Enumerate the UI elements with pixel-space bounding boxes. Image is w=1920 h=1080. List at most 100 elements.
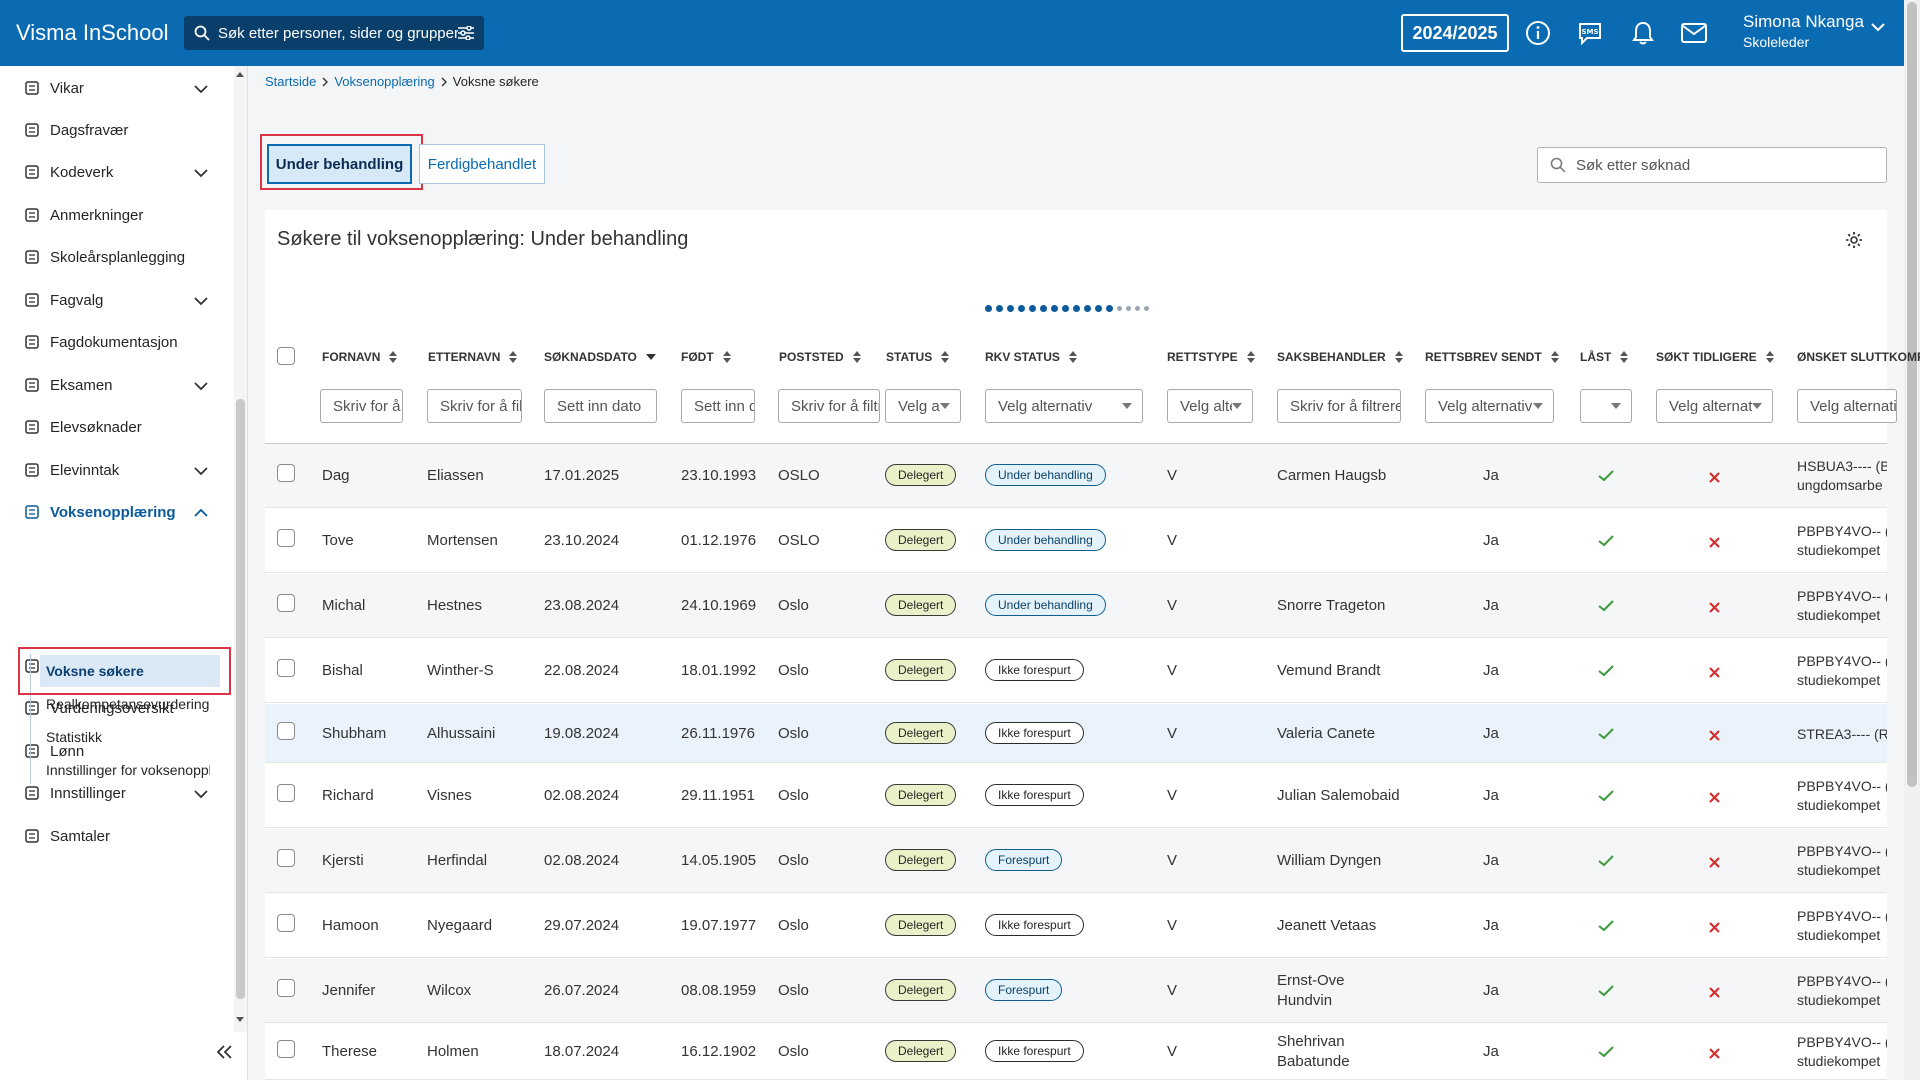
row-checkbox[interactable]: [277, 1040, 295, 1058]
filter-select[interactable]: Velg alternativ: [1656, 389, 1773, 423]
column-header[interactable]: FØDT: [681, 350, 731, 364]
filter-input[interactable]: Skriv for å filtrere: [427, 389, 522, 423]
column-header[interactable]: STATUS: [886, 350, 950, 364]
row-checkbox[interactable]: [277, 529, 295, 547]
column-header[interactable]: POSTSTED: [779, 350, 861, 364]
sort-icon[interactable]: [1068, 351, 1077, 363]
sidebar-item-kodeverk[interactable]: Kodeverk: [24, 152, 214, 192]
column-header[interactable]: FORNAVN: [322, 350, 398, 364]
info-icon[interactable]: [1524, 19, 1552, 47]
chevron-up-icon[interactable]: [194, 505, 208, 522]
table-row[interactable]: [265, 894, 1887, 958]
sidebar-item-innstillinger[interactable]: Innstillinger: [24, 773, 214, 813]
column-scroll-indicator[interactable]: [985, 305, 1149, 312]
table-row[interactable]: [265, 639, 1887, 703]
sort-icon[interactable]: [722, 351, 731, 363]
global-search[interactable]: Søk etter personer, sider og grupper: [184, 16, 484, 50]
table-row[interactable]: [265, 959, 1887, 1023]
chevron-down-icon[interactable]: [194, 293, 208, 310]
chevron-down-icon[interactable]: [194, 165, 208, 182]
filter-input[interactable]: Skriv for å filtrere: [1277, 389, 1401, 423]
app-title[interactable]: Visma InSchool: [16, 20, 169, 45]
scroll-down-icon[interactable]: [235, 1016, 245, 1024]
global-search-input[interactable]: Søk etter personer, sider og grupper: [218, 24, 458, 42]
mail-icon[interactable]: [1680, 19, 1708, 47]
filter-select[interactable]: Velg alternativ: [1425, 389, 1554, 423]
table-row[interactable]: [265, 509, 1887, 573]
filter-input[interactable]: Velg alternativ: [1797, 389, 1897, 423]
chevron-down-icon[interactable]: [194, 786, 208, 803]
column-header[interactable]: RETTSBREV SENDT: [1425, 350, 1559, 364]
sidebar-subitem[interactable]: Voksne søkere: [40, 655, 220, 687]
sort-icon[interactable]: [1246, 351, 1255, 363]
sort-icon[interactable]: [1394, 351, 1403, 363]
sort-icon[interactable]: [509, 351, 518, 363]
select-all-checkbox[interactable]: [277, 347, 295, 365]
row-checkbox[interactable]: [277, 979, 295, 997]
school-year-button[interactable]: 2024/2025: [1401, 14, 1509, 52]
row-checkbox[interactable]: [277, 849, 295, 867]
column-header[interactable]: SAKSBEHANDLER: [1277, 350, 1403, 364]
sidebar-item-dagsfravær[interactable]: Dagsfravær: [24, 110, 214, 150]
sms-icon[interactable]: SMS: [1576, 19, 1604, 47]
column-header[interactable]: SØKT TIDLIGERE: [1656, 350, 1774, 364]
sidebar-subitem[interactable]: Statistikk: [46, 729, 103, 745]
sidebar-item-skoleårsplanlegging[interactable]: Skoleårsplanlegging: [24, 237, 214, 277]
gear-icon[interactable]: [1845, 231, 1863, 249]
application-search-input[interactable]: Søk etter søknad: [1537, 147, 1887, 183]
sidebar-item-elevsøknader[interactable]: Elevsøknader: [24, 407, 214, 447]
sort-descending-icon[interactable]: [645, 354, 656, 360]
sidebar-subitem[interactable]: Innstillinger for voksenopplæring: [46, 762, 210, 778]
row-checkbox[interactable]: [277, 914, 295, 932]
column-header[interactable]: RETTSTYPE: [1167, 350, 1255, 364]
sidebar-scrollbar[interactable]: [234, 66, 247, 1032]
filter-select[interactable]: Velg alternativ: [885, 389, 961, 423]
sidebar-item-eksamen[interactable]: Eksamen: [24, 365, 214, 405]
table-row[interactable]: [265, 829, 1887, 893]
row-checkbox[interactable]: [277, 721, 295, 740]
breadcrumb-voksenopplaering[interactable]: Voksenopplæring: [334, 74, 435, 89]
filter-select[interactable]: Velg alternativ: [985, 389, 1143, 423]
chevron-down-icon[interactable]: [194, 81, 208, 98]
filter-input[interactable]: Sett inn dato: [681, 389, 755, 423]
sort-icon[interactable]: [852, 351, 861, 363]
row-checkbox[interactable]: [277, 594, 295, 612]
breadcrumb-startside[interactable]: Startside: [265, 74, 317, 89]
sidebar-item-vikar[interactable]: Vikar: [24, 68, 214, 108]
column-header[interactable]: LÅST: [1580, 350, 1629, 364]
sort-icon[interactable]: [1765, 351, 1774, 363]
sidebar-item-voksenopplæring[interactable]: Voksenopplæring: [24, 492, 214, 532]
filter-input[interactable]: Skriv for å filtrere: [778, 389, 880, 423]
chevron-down-icon[interactable]: [194, 463, 208, 480]
table-row[interactable]: [265, 764, 1887, 828]
sidebar-item-fagdokumentasjon[interactable]: Fagdokumentasjon: [24, 322, 214, 362]
column-header[interactable]: SØKNADSDATO: [544, 350, 656, 364]
sidebar-item-elevinntak[interactable]: Elevinntak: [24, 450, 214, 490]
filter-select[interactable]: Velg alternativ: [1167, 389, 1253, 423]
sort-icon[interactable]: [389, 351, 398, 363]
sidebar-item-fagvalg[interactable]: Fagvalg: [24, 280, 214, 320]
sidebar-item-anmerkninger[interactable]: Anmerkninger: [24, 195, 214, 235]
row-checkbox[interactable]: [277, 784, 295, 802]
filter-select[interactable]: [1580, 389, 1632, 423]
user-menu[interactable]: Simona Nkanga Skoleleder: [1743, 12, 1885, 50]
filter-sliders-icon[interactable]: [458, 26, 474, 40]
tab-ferdigbehandlet[interactable]: Ferdigbehandlet: [419, 144, 545, 184]
chevron-down-icon[interactable]: [194, 378, 208, 395]
sort-icon[interactable]: [941, 351, 950, 363]
page-scrollbar[interactable]: [1904, 0, 1920, 1080]
sidebar-item-samtaler[interactable]: Samtaler: [24, 816, 214, 856]
tab-under-behandling[interactable]: Under behandling: [267, 144, 412, 184]
row-checkbox[interactable]: [277, 464, 295, 482]
collapse-sidebar-icon[interactable]: [216, 1044, 234, 1060]
sidebar-item-vurderingsoversikt[interactable]: Vurderingsoversikt: [24, 688, 214, 728]
scroll-up-icon[interactable]: [235, 70, 245, 78]
filter-input[interactable]: Skriv for å filtrere: [320, 389, 403, 423]
sort-icon[interactable]: [1550, 351, 1559, 363]
row-checkbox[interactable]: [277, 659, 295, 677]
bell-icon[interactable]: [1629, 19, 1657, 47]
sort-icon[interactable]: [1620, 351, 1629, 363]
column-header[interactable]: ØNSKET SLUTTKOMPETANSE: [1797, 350, 1920, 364]
column-header[interactable]: ETTERNAVN: [428, 350, 518, 364]
column-header[interactable]: RKV STATUS: [985, 350, 1077, 364]
